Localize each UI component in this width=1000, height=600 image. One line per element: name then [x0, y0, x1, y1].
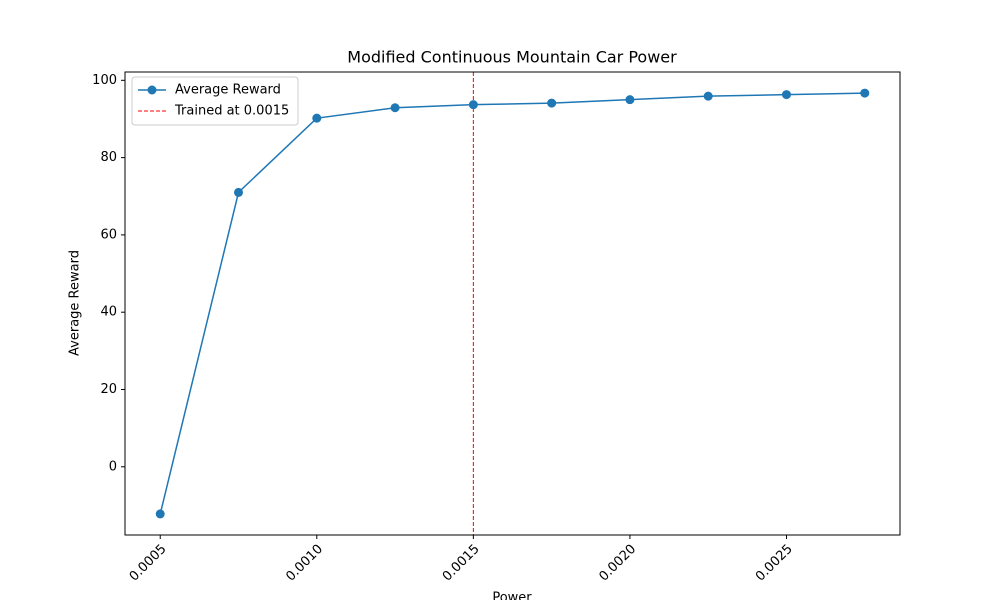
chart-title: Modified Continuous Mountain Car Power — [347, 48, 677, 67]
y-tick-label: 40 — [100, 305, 117, 320]
data-point — [390, 103, 400, 113]
series-line — [159, 92, 865, 515]
data-point — [547, 98, 557, 108]
x-axis-label: Power — [492, 591, 532, 600]
y-axis-label: Average Reward — [68, 250, 83, 356]
y-tick-label: 20 — [100, 382, 117, 397]
data-point — [155, 509, 165, 519]
data-point — [234, 187, 244, 197]
y-tick-label: 60 — [100, 227, 117, 242]
legend-box — [131, 76, 299, 126]
data-point — [703, 91, 713, 101]
data-point — [860, 88, 870, 98]
y-tick-label: 0 — [109, 459, 117, 474]
data-point — [781, 90, 791, 100]
legend-label: Trained at 0.0015 — [174, 104, 289, 119]
data-point — [468, 100, 478, 110]
data-point — [312, 113, 322, 123]
legend-label: Average Reward — [175, 83, 281, 98]
y-tick-label: 100 — [92, 73, 117, 88]
y-tick-label: 80 — [100, 150, 117, 165]
plot-frame — [124, 71, 901, 536]
legend-marker — [147, 85, 157, 95]
data-point — [625, 95, 635, 105]
